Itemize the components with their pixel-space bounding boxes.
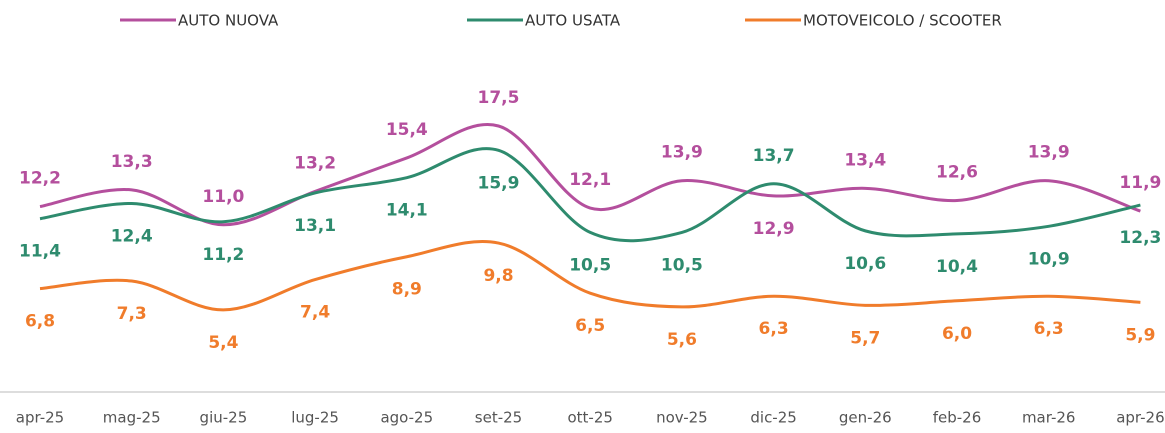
x-tick-label: feb-26 [933,409,982,427]
data-label: 13,4 [844,150,886,170]
series-line [39,240,1141,312]
data-label: 15,4 [386,120,428,140]
data-label: 12,4 [111,227,153,247]
data-label: 7,3 [117,304,147,324]
data-label: 8,9 [392,280,422,300]
x-tick-label: nov-25 [656,409,708,427]
data-label: 11,0 [202,187,244,207]
x-tick-label: giu-25 [200,409,248,427]
data-label: 17,5 [478,88,520,108]
data-label: 5,9 [1125,325,1155,345]
x-tick-label: mag-25 [103,409,161,427]
data-label: 12,1 [569,170,611,190]
data-label: 13,3 [111,152,153,172]
x-tick-label: lug-25 [291,409,339,427]
data-label: 10,5 [569,255,611,275]
data-label: 6,3 [759,319,789,339]
x-tick-label: apr-25 [16,409,64,427]
data-label: 13,9 [1028,143,1070,163]
data-label: 9,8 [483,266,513,286]
data-label: 12,9 [753,219,795,239]
data-label: 6,5 [575,316,605,336]
data-label: 7,4 [300,303,330,323]
series-line [39,147,1141,243]
x-tick-label: ago-25 [380,409,433,427]
data-label: 13,2 [294,153,336,173]
data-label: 5,7 [850,328,880,348]
data-label: 14,1 [386,201,428,221]
data-label: 10,5 [661,255,703,275]
data-label: 13,7 [753,146,795,166]
legend-label: AUTO USATA [525,12,621,30]
data-label: 12,3 [1119,228,1161,248]
data-label: 6,0 [942,324,972,344]
data-label: 10,6 [844,254,886,274]
legend-label: AUTO NUOVA [178,12,279,30]
data-label: 15,9 [478,173,520,193]
x-tick-label: set-25 [475,409,522,427]
data-label: 11,4 [19,242,61,262]
x-tick-label: gen-26 [839,409,892,427]
data-label: 6,3 [1034,319,1064,339]
data-label: 10,9 [1028,249,1070,269]
data-label: 13,1 [294,216,336,236]
x-tick-label: apr-26 [1116,409,1164,427]
data-label: 11,2 [202,245,244,265]
data-label: 5,6 [667,330,697,350]
data-label: 11,9 [1119,173,1161,193]
series-line [39,123,1141,227]
legend-label: MOTOVEICOLO / SCOOTER [803,12,1002,30]
x-tick-label: dic-25 [750,409,796,427]
data-label: 10,4 [936,257,978,277]
data-label: 13,9 [661,143,703,163]
data-label: 5,4 [208,333,238,353]
x-tick-label: mar-26 [1022,409,1076,427]
x-tick-label: ott-25 [567,409,612,427]
data-label: 12,2 [19,169,61,189]
data-label: 12,6 [936,162,978,182]
data-label: 6,8 [25,312,55,332]
